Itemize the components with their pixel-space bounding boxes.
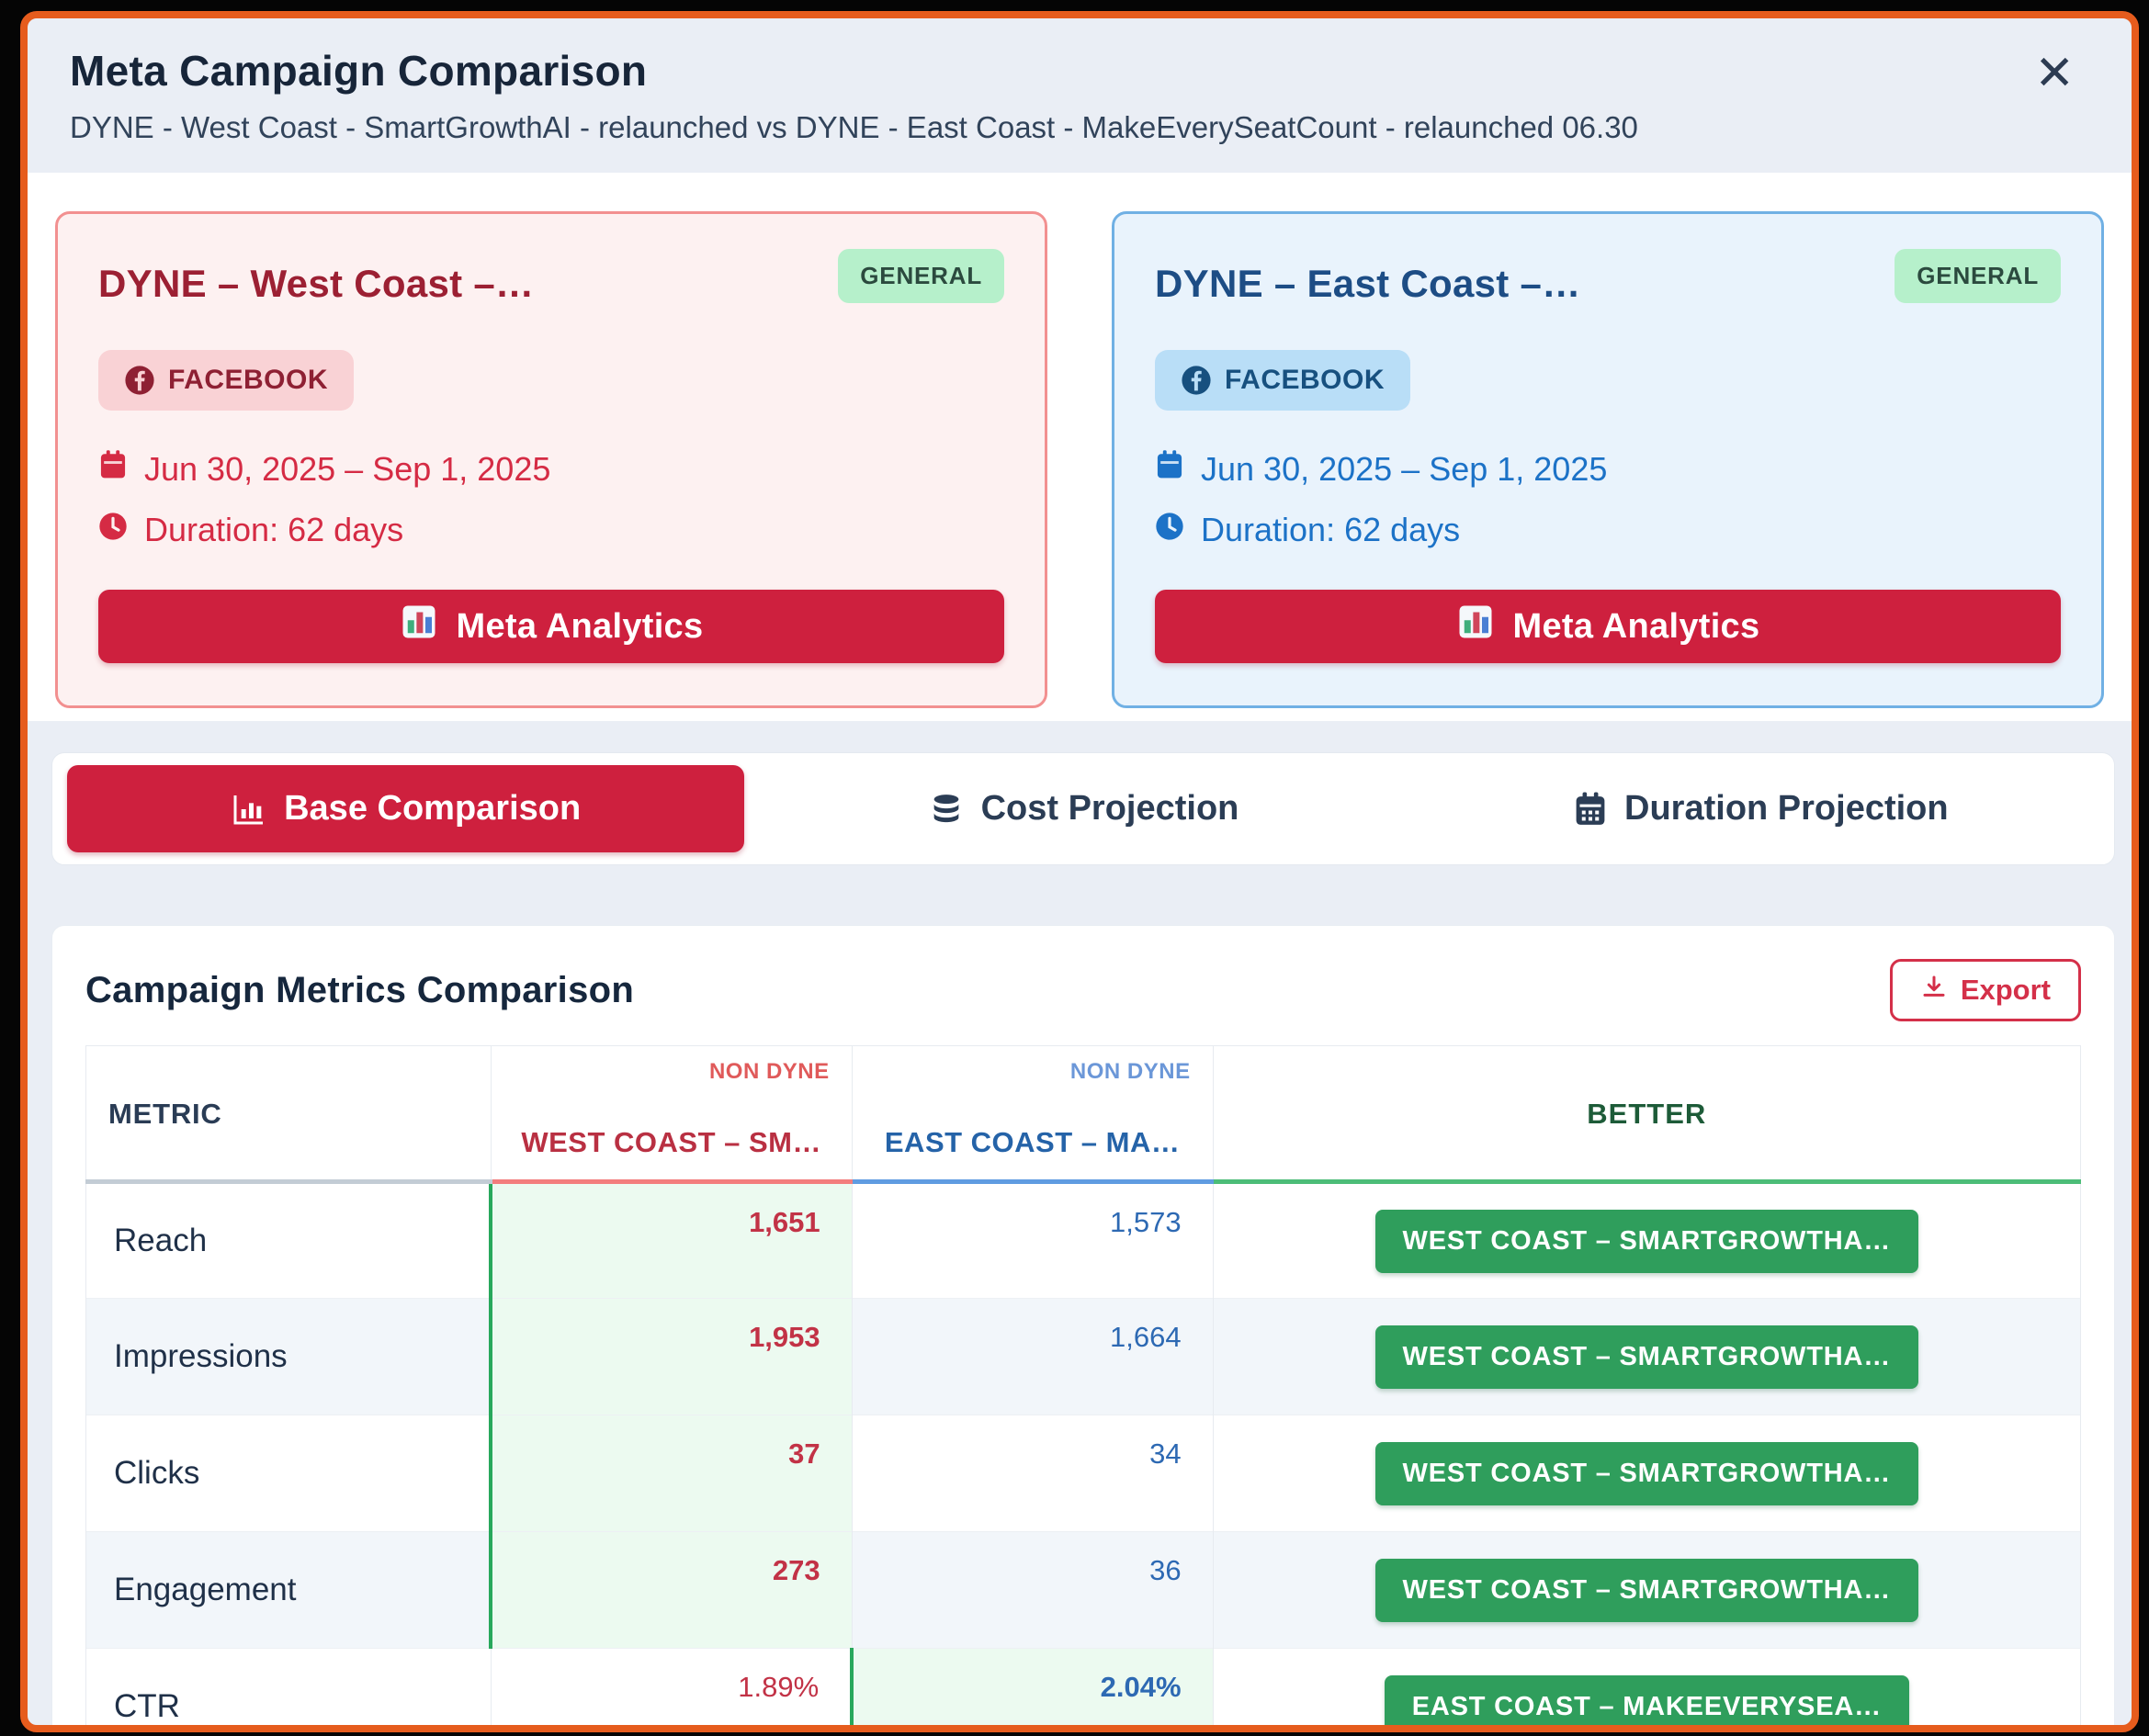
campaign-type-badge: GENERAL	[838, 249, 1004, 303]
east-value-cell: 34	[851, 1415, 1214, 1532]
tab-base-comparison[interactable]: Base Comparison	[67, 765, 745, 852]
table-row: Engagement 273 36 WEST COAST – SMARTGROW…	[85, 1531, 2082, 1649]
calendar-icon	[98, 449, 128, 489]
facebook-icon	[124, 365, 155, 396]
tab-label: Base Comparison	[284, 789, 582, 828]
east-value-cell: 1,664	[851, 1298, 1214, 1415]
non-dyne-tag-east: NON DYNE	[1069, 1059, 1191, 1084]
date-range-row: Jun 30, 2025 – Sep 1, 2025	[98, 449, 1004, 489]
better-winner-badge: WEST COAST – SMARTGROWTHA…	[1374, 1558, 1919, 1622]
table-row: CTR 1.89% 2.04% EAST COAST – MAKEEVERYSE…	[85, 1648, 2082, 1725]
meta-analytics-button-east[interactable]: Meta Analytics	[1155, 590, 2061, 663]
column-header-west: NON DYNE WEST COAST – SM…	[490, 1045, 853, 1184]
coins-icon	[928, 791, 965, 828]
better-cell: WEST COAST – SMARTGROWTHA…	[1212, 1415, 2082, 1532]
export-button[interactable]: Export	[1889, 959, 2081, 1021]
page-title: Meta Campaign Comparison	[70, 47, 648, 95]
campaign-title-west: DYNE – West Coast –…	[98, 262, 535, 305]
facebook-icon	[1181, 365, 1212, 396]
better-winner-badge: EAST COAST – MAKEEVERYSEA…	[1384, 1674, 1909, 1725]
east-value-cell: 2.04%	[850, 1648, 1214, 1725]
better-cell: WEST COAST – SMARTGROWTHA…	[1212, 1181, 2082, 1299]
tab-cost-projection[interactable]: Cost Projection	[744, 765, 1421, 852]
east-value-cell: 1,573	[851, 1181, 1214, 1299]
date-range-row: Jun 30, 2025 – Sep 1, 2025	[1155, 449, 2061, 489]
metrics-heading: Campaign Metrics Comparison	[85, 969, 635, 1010]
platform-label: FACEBOOK	[168, 365, 329, 395]
calendar-icon	[1573, 791, 1608, 828]
close-icon[interactable]: ✕	[2034, 47, 2075, 100]
download-icon	[1920, 973, 1948, 1008]
campaign-title-east: DYNE – East Coast –…	[1155, 262, 1581, 305]
modal-header: Meta Campaign Comparison DYNE - West Coa…	[28, 18, 2132, 173]
calendar-icon	[1155, 449, 1184, 489]
better-cell: WEST COAST – SMARTGROWTHA…	[1212, 1531, 2082, 1649]
comparison-tabs-bar: Base Comparison Cost Projection Duration…	[51, 752, 2115, 865]
campaign-cards-band: DYNE – West Coast –… GENERAL FACEBOOK Ju…	[28, 173, 2132, 721]
west-column-name: WEST COAST – SM…	[521, 1126, 821, 1158]
campaign-card-west: DYNE – West Coast –… GENERAL FACEBOOK Ju…	[55, 211, 1047, 708]
campaign-metrics-panel: Campaign Metrics Comparison Export METRI…	[51, 925, 2115, 1725]
table-row: Impressions 1,953 1,664 WEST COAST – SMA…	[85, 1298, 2082, 1415]
date-range-text: Jun 30, 2025 – Sep 1, 2025	[144, 449, 551, 488]
platform-label: FACEBOOK	[1225, 365, 1386, 395]
tab-label: Cost Projection	[980, 789, 1239, 828]
table-row: Clicks 37 34 WEST COAST – SMARTGROWTHA…	[85, 1415, 2082, 1532]
analytics-chart-icon	[1456, 603, 1495, 650]
metric-name-cell: CTR	[85, 1648, 492, 1725]
east-value-cell: 36	[851, 1531, 1214, 1649]
better-cell: EAST COAST – MAKEEVERYSEA…	[1212, 1648, 2082, 1725]
analytics-button-label: Meta Analytics	[456, 606, 704, 646]
metrics-table: METRIC NON DYNE WEST COAST – SM… NON DYN…	[85, 1045, 2082, 1725]
duration-text: Duration: 62 days	[144, 511, 404, 548]
column-header-east: NON DYNE EAST COAST – MA…	[851, 1045, 1214, 1184]
better-winner-badge: WEST COAST – SMARTGROWTHA…	[1374, 1441, 1919, 1505]
non-dyne-tag-west: NON DYNE	[708, 1059, 830, 1084]
platform-chip-west: FACEBOOK	[98, 350, 355, 411]
better-cell: WEST COAST – SMARTGROWTHA…	[1212, 1298, 2082, 1415]
campaign-type-badge: GENERAL	[1895, 249, 2061, 303]
analytics-button-label: Meta Analytics	[1512, 606, 1760, 646]
column-header-better: BETTER	[1212, 1045, 2082, 1184]
meta-analytics-button-west[interactable]: Meta Analytics	[98, 590, 1004, 663]
metrics-table-header-row: METRIC NON DYNE WEST COAST – SM… NON DYN…	[85, 1045, 2082, 1184]
duration-text: Duration: 62 days	[1201, 511, 1461, 548]
metric-name-cell: Reach	[85, 1181, 492, 1299]
campaign-card-east: DYNE – East Coast –… GENERAL FACEBOOK Ju…	[1112, 211, 2104, 708]
date-range-text: Jun 30, 2025 – Sep 1, 2025	[1201, 449, 1608, 488]
duration-row: Duration: 62 days	[1155, 511, 2061, 549]
east-column-name: EAST COAST – MA…	[884, 1126, 1181, 1158]
column-header-metric: METRIC	[85, 1045, 492, 1184]
metric-name-cell: Clicks	[85, 1415, 492, 1532]
export-label: Export	[1960, 974, 2051, 1006]
west-value-cell: 1,953	[489, 1298, 853, 1415]
clock-icon	[1155, 511, 1184, 549]
clock-icon	[98, 511, 128, 549]
tab-duration-projection[interactable]: Duration Projection	[1422, 765, 2099, 852]
better-winner-badge: WEST COAST – SMARTGROWTHA…	[1374, 1325, 1919, 1389]
analytics-chart-icon	[400, 603, 438, 650]
meta-campaign-comparison-modal: Meta Campaign Comparison DYNE - West Coa…	[20, 11, 2139, 1732]
metrics-table-body: Reach 1,651 1,573 WEST COAST – SMARTGROW…	[85, 1181, 2082, 1725]
metric-name-cell: Impressions	[85, 1298, 492, 1415]
west-value-cell: 273	[489, 1531, 853, 1649]
table-row: Reach 1,651 1,573 WEST COAST – SMARTGROW…	[85, 1181, 2082, 1299]
metric-name-cell: Engagement	[85, 1531, 492, 1649]
west-value-cell: 1.89%	[490, 1648, 853, 1725]
tab-label: Duration Projection	[1624, 789, 1949, 828]
better-winner-badge: WEST COAST – SMARTGROWTHA…	[1374, 1209, 1919, 1273]
west-value-cell: 1,651	[489, 1181, 853, 1299]
platform-chip-east: FACEBOOK	[1155, 350, 1411, 411]
duration-row: Duration: 62 days	[98, 511, 1004, 549]
bar-chart-icon	[231, 791, 267, 828]
comparison-subtitle: DYNE - West Coast - SmartGrowthAI - rela…	[70, 110, 1638, 144]
west-value-cell: 37	[489, 1415, 853, 1532]
